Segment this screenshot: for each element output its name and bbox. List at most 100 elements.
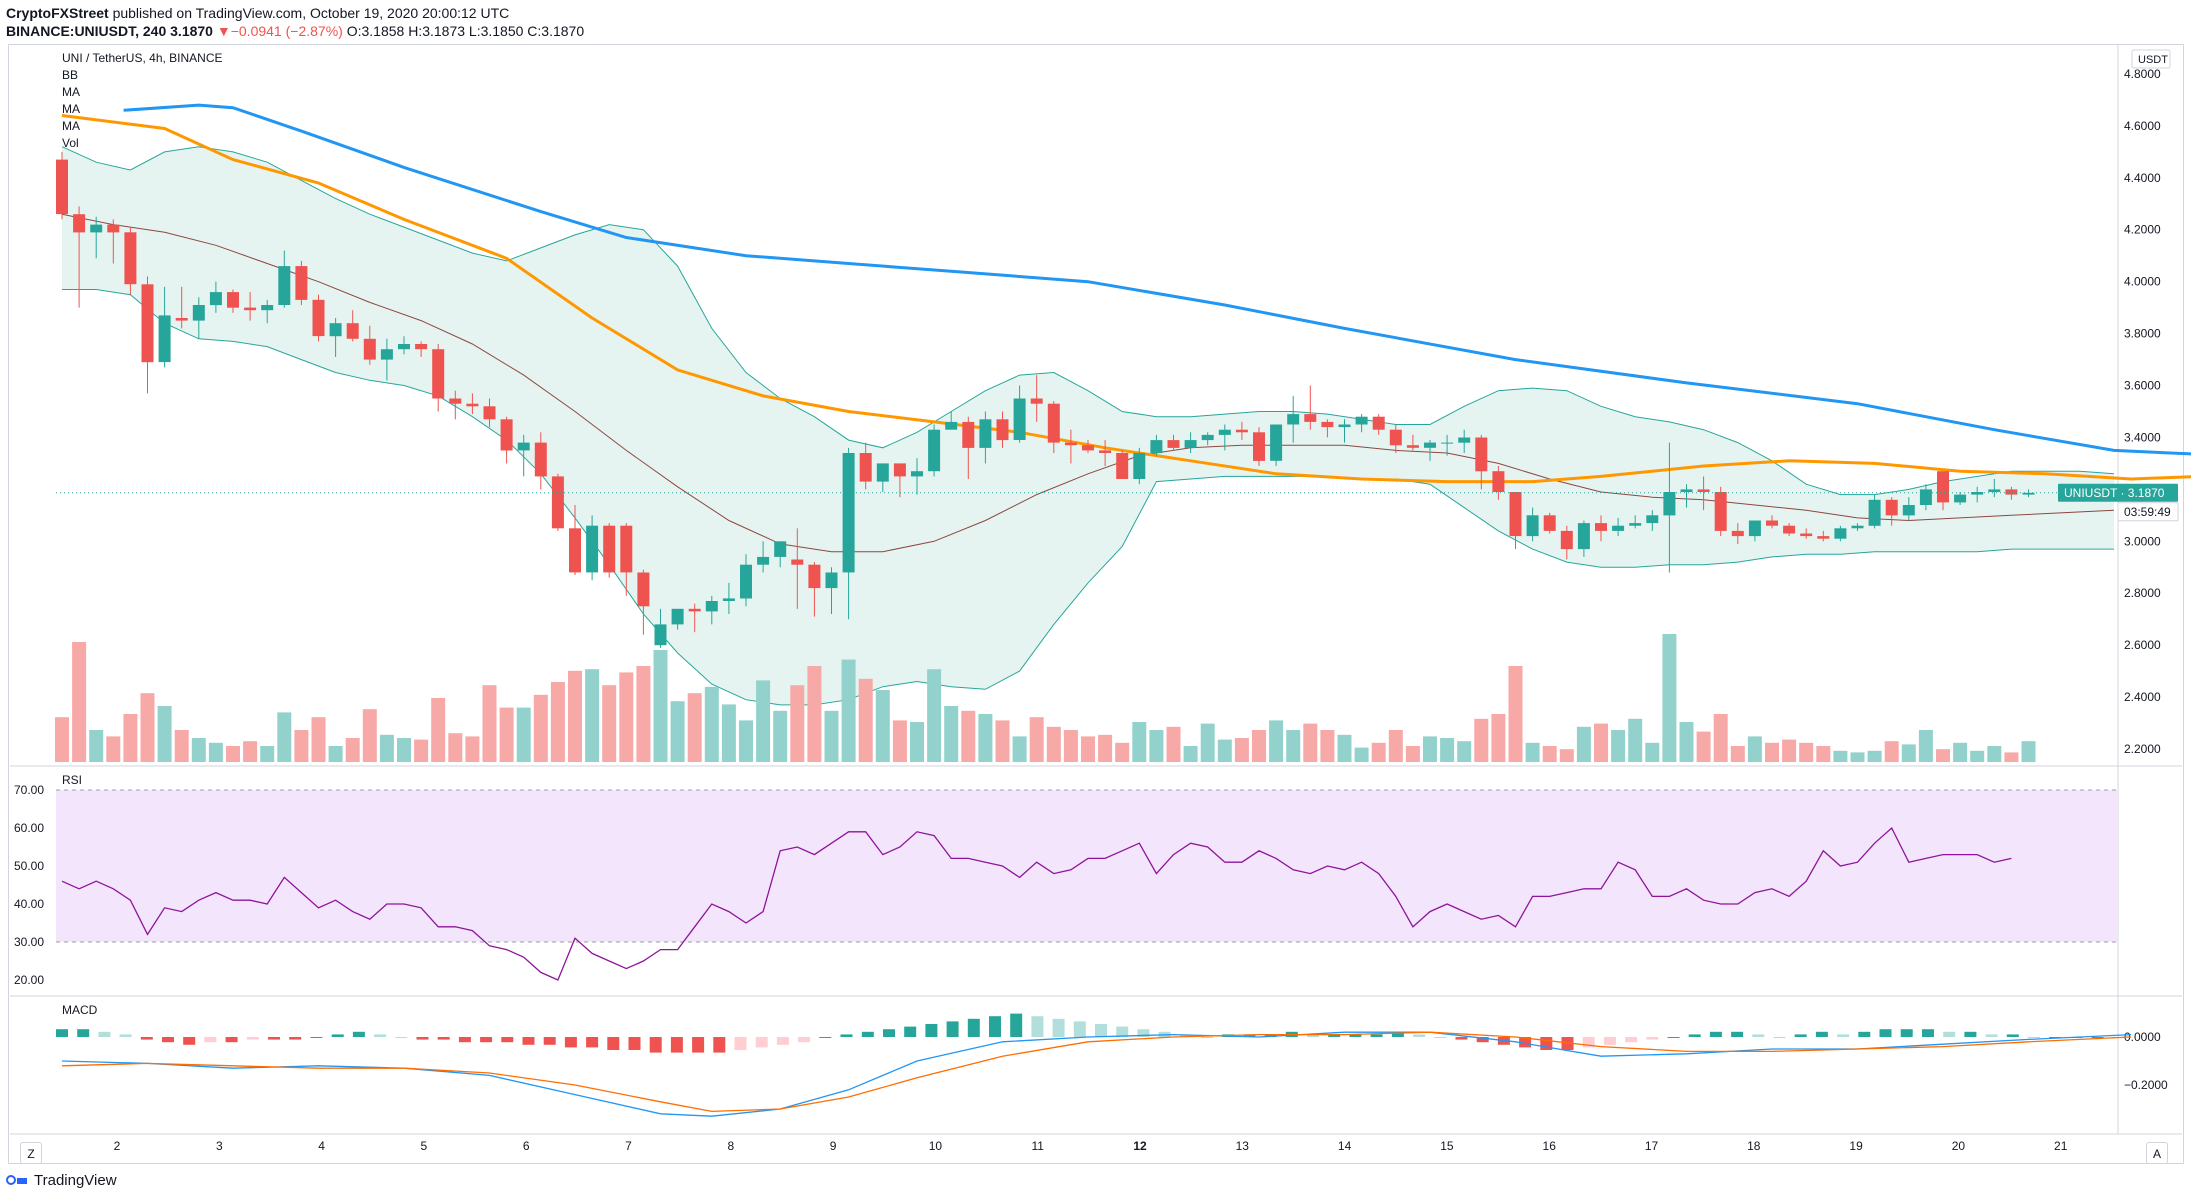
- candle-body: [175, 318, 188, 321]
- volume-bar: [1098, 734, 1113, 762]
- candle: [1458, 429, 1471, 454]
- footer: TradingView: [6, 1172, 117, 1189]
- macd-histogram-bar: [1794, 1034, 1807, 1037]
- candle-body: [1646, 515, 1659, 524]
- candle-body: [1612, 525, 1625, 531]
- macd-histogram-bar: [2049, 1037, 2062, 1038]
- volume-bar: [1063, 730, 1078, 762]
- candle: [791, 528, 804, 609]
- time-axis-label: 7: [625, 1139, 632, 1153]
- price-tick-label: 4.4000: [2124, 171, 2161, 185]
- candle-body: [1595, 523, 1607, 531]
- volume-bar: [927, 669, 942, 762]
- candle-body: [1577, 523, 1590, 550]
- macd-histogram-bar: [162, 1037, 174, 1043]
- macd-histogram-bar: [1052, 1018, 1065, 1037]
- macd-label: MACD: [62, 1003, 98, 1017]
- volume-bar: [1320, 730, 1335, 762]
- candle: [688, 603, 701, 633]
- candle-body: [893, 463, 906, 477]
- volume-bar: [841, 659, 856, 762]
- candle-body: [449, 398, 462, 404]
- candle: [551, 473, 564, 531]
- macd-histogram-bar: [1773, 1037, 1786, 1038]
- candle: [1919, 484, 1932, 511]
- candle-body: [654, 624, 667, 646]
- volume-bar: [824, 710, 839, 762]
- volume-bar: [773, 710, 788, 762]
- candle: [1218, 424, 1231, 451]
- macd-histogram-bar: [1815, 1031, 1828, 1037]
- rsi-tick-label: 70.00: [14, 783, 44, 797]
- candle: [1304, 385, 1317, 430]
- candle: [1629, 515, 1642, 529]
- macd-histogram-bar: [1201, 1037, 1213, 1038]
- time-axis-label: 16: [1543, 1139, 1557, 1153]
- candle-body: [1748, 520, 1761, 537]
- publisher-name[interactable]: CryptoFXStreet: [6, 5, 109, 21]
- candle-body: [1150, 440, 1163, 454]
- volume-bar: [1713, 714, 1728, 762]
- candle-body: [1971, 492, 1984, 495]
- volume-bar: [892, 720, 907, 762]
- candle: [1047, 401, 1060, 454]
- candle-body: [671, 608, 684, 625]
- candle-body: [1287, 414, 1300, 425]
- volume-bar: [1936, 749, 1950, 762]
- candle: [449, 390, 462, 420]
- rsi-line: [61, 826, 2012, 981]
- candle-body: [1201, 434, 1214, 441]
- candle-body: [1731, 530, 1744, 537]
- volume-bar: [1046, 726, 1061, 762]
- candle: [1937, 471, 1949, 511]
- macd-histogram-bar: [522, 1037, 535, 1045]
- candle: [1013, 385, 1026, 443]
- candle: [876, 463, 889, 492]
- candle-body: [1406, 445, 1419, 448]
- candle-body: [1167, 440, 1180, 448]
- volume-bar: [1303, 723, 1318, 762]
- tradingview-logo-icon[interactable]: [6, 1174, 28, 1188]
- macd-histogram-bar: [56, 1029, 68, 1037]
- volume-bar: [619, 672, 634, 762]
- volume-bar: [260, 746, 275, 762]
- candle: [1697, 476, 1710, 511]
- candle: [996, 411, 1009, 448]
- volume-bar: [1115, 742, 1130, 762]
- candle-body: [1099, 450, 1112, 453]
- volume-bar: [1611, 730, 1626, 762]
- auto-scale-button[interactable]: A: [2146, 1142, 2168, 1164]
- candle-body: [1321, 421, 1334, 428]
- volume-bar: [1457, 741, 1472, 762]
- volume-bar: [1628, 718, 1643, 762]
- volume-bar: [875, 690, 890, 762]
- macd-histogram-bar: [2028, 1037, 2040, 1038]
- macd-histogram-bar: [861, 1031, 874, 1037]
- indicator-legend-item: BB: [62, 68, 78, 82]
- volume-bar: [1833, 750, 1848, 762]
- tradingview-brand[interactable]: TradingView: [34, 1172, 117, 1189]
- time-axis-label: 19: [1849, 1139, 1863, 1153]
- candle-body: [2022, 492, 2035, 495]
- volume-bar: [208, 742, 223, 762]
- price-tick-label: 2.2000: [2124, 742, 2161, 756]
- volume-bar: [602, 685, 617, 762]
- volume-bar: [687, 693, 702, 762]
- candle: [1577, 520, 1590, 557]
- candle: [671, 608, 684, 630]
- volume-bar: [191, 738, 206, 762]
- candle-body: [1304, 414, 1317, 422]
- macd-histogram-bar: [246, 1037, 259, 1040]
- published-text: published on TradingView.com, October 19…: [112, 5, 510, 21]
- candle-body: [586, 525, 599, 573]
- timezone-button[interactable]: Z: [20, 1142, 42, 1164]
- macd-histogram-bar: [1943, 1031, 1956, 1037]
- candle: [569, 504, 581, 576]
- volume-bar: [294, 730, 309, 762]
- candle: [1099, 440, 1112, 467]
- volume-bar: [1884, 741, 1899, 762]
- macd-signal-line: [61, 1031, 2132, 1113]
- candle-body: [56, 159, 68, 215]
- candle-body: [209, 292, 222, 306]
